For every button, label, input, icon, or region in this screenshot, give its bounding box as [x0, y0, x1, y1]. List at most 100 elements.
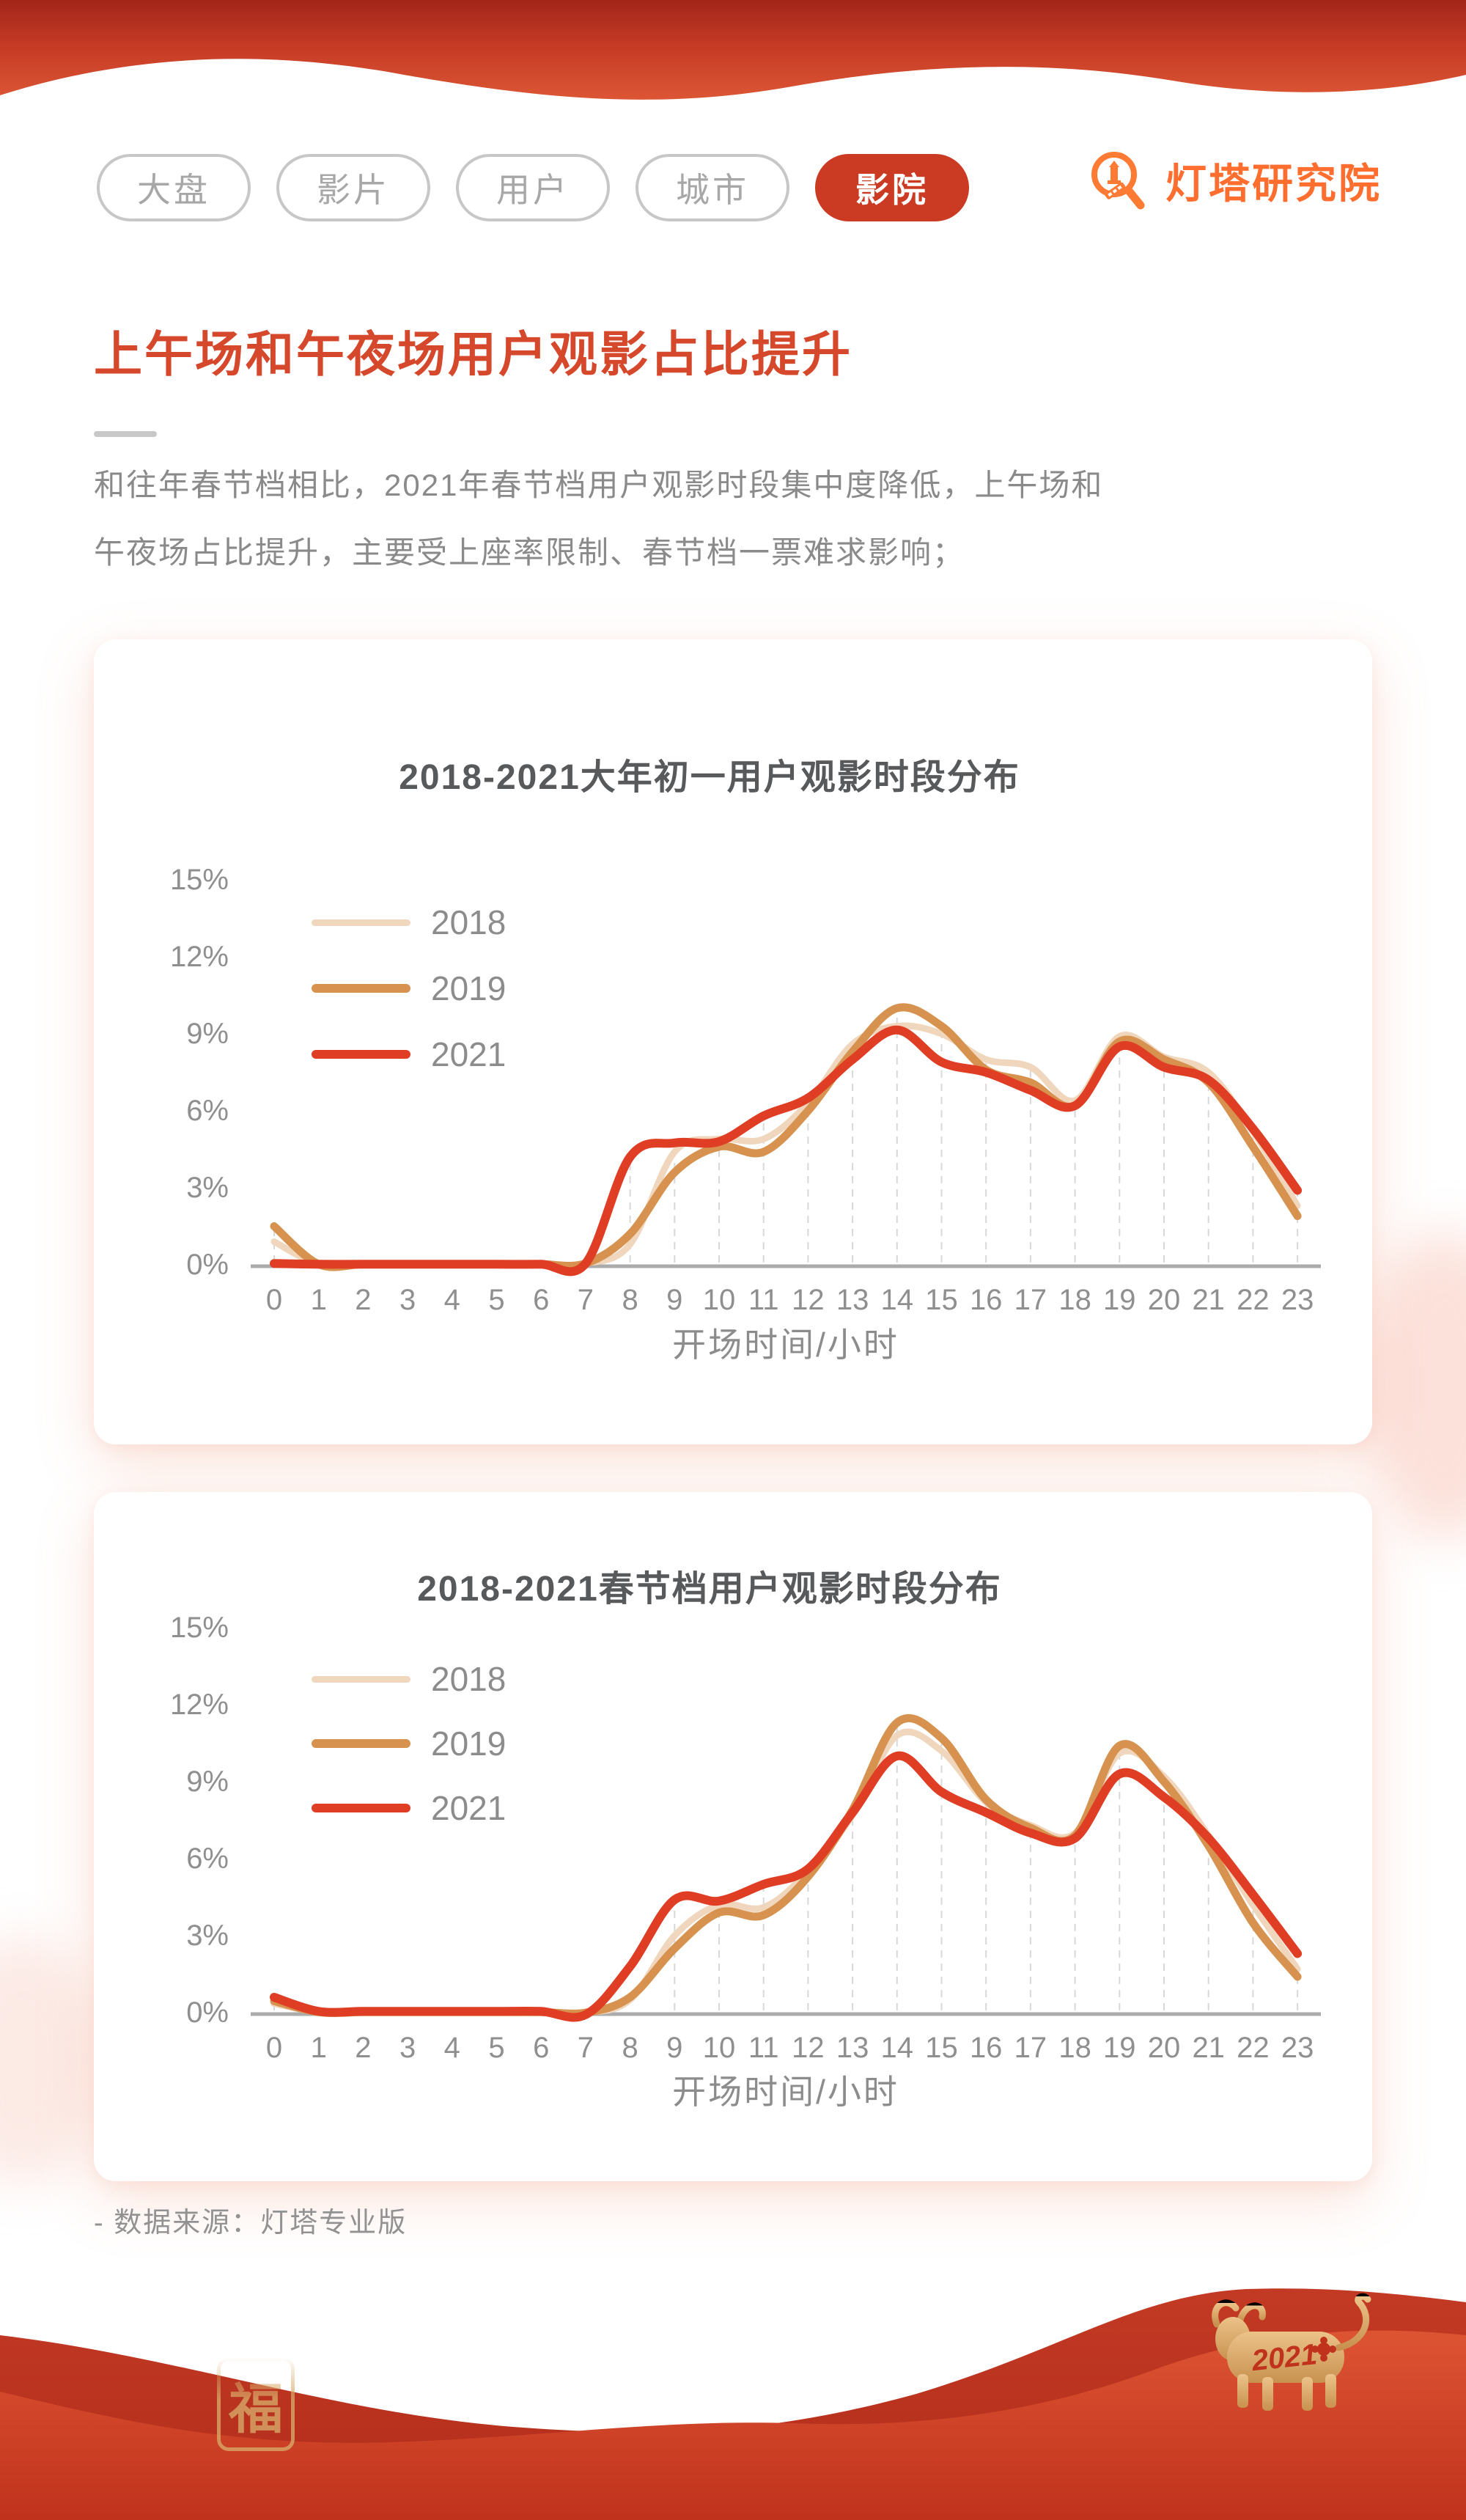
chart1-plot: [251, 1003, 1321, 1276]
legend-item-2021: 2021: [312, 1789, 506, 1827]
legend-swatch-2019: [312, 984, 410, 993]
chart2-x-axis-title: 开场时间/小时: [672, 2073, 899, 2111]
x-tick-label: 18: [1058, 1284, 1091, 1316]
golden-ox-decor: 2021: [1212, 2293, 1371, 2411]
lighthouse-magnifier-icon: [1091, 152, 1145, 210]
legend-item-2018: 2018: [312, 1660, 506, 1698]
title-underline-dash: [94, 431, 157, 437]
x-tick-label: 23: [1281, 1284, 1314, 1316]
legend-item-2019: 2019: [312, 1724, 506, 1763]
description-line-1: 和往年春节档相比，2021年春节档用户观影时段集中度降低，上午场和: [94, 468, 1104, 502]
x-tick-label: 14: [880, 1284, 914, 1316]
x-tick-label: 8: [622, 2032, 638, 2064]
y-tick-label: 12%: [169, 1689, 229, 1721]
fu-seal-decor: 福: [217, 2357, 295, 2451]
y-tick-label: 6%: [186, 1095, 229, 1127]
nav-tab-label: 影片: [317, 171, 390, 209]
x-tick-label: 11: [748, 1284, 779, 1316]
x-tick-label: 12: [792, 2032, 825, 2064]
description-line-2: 午夜场占比提升，主要受上座率限制、春节档一票难求影响；: [94, 535, 965, 570]
brand-name: 灯塔研究院: [1165, 160, 1382, 207]
ox-year-text: 2021: [1250, 2338, 1319, 2377]
brand-logo[interactable]: 灯塔研究院: [1082, 144, 1382, 217]
y-tick-label: 9%: [186, 1766, 229, 1798]
nav-tab-yingpian[interactable]: 影片: [276, 154, 430, 221]
x-tick-label: 22: [1237, 2032, 1270, 2064]
legend-swatch-2019: [312, 1739, 410, 1748]
x-tick-label: 3: [399, 1284, 416, 1316]
series-line-2019: [270, 1714, 1302, 2018]
x-tick-label: 19: [1103, 1284, 1136, 1316]
ox-flower-mark: [1311, 2337, 1336, 2362]
y-tick-label: 12%: [169, 941, 229, 973]
x-tick-label: 5: [488, 1284, 505, 1316]
x-tick-label: 9: [666, 2032, 683, 2064]
top-wave-front: [0, 0, 1466, 100]
x-tick-label: 20: [1147, 1284, 1181, 1316]
x-tick-label: 16: [969, 1284, 1003, 1316]
x-tick-label: 18: [1058, 2032, 1091, 2064]
fu-character: 福: [229, 2378, 283, 2439]
legend-label: 2018: [431, 1660, 507, 1698]
series-line-2018: [270, 1022, 1301, 1270]
data-source-note: - 数据来源：灯塔专业版: [94, 2208, 408, 2238]
x-tick-label: 4: [443, 2032, 460, 2064]
y-tick-label: 15%: [169, 1612, 229, 1644]
top-wave-banner: [0, 0, 1466, 100]
x-tick-label: 17: [1014, 1284, 1047, 1316]
chart2-title: 2018-2021春节档用户观影时段分布: [417, 1570, 1002, 1609]
x-tick-label: 10: [702, 1284, 736, 1316]
x-tick-label: 14: [880, 2032, 914, 2064]
y-tick-label: 0%: [186, 1249, 229, 1281]
x-tick-label: 1: [310, 1284, 327, 1316]
nav-tab-chengshi[interactable]: 城市: [636, 154, 789, 221]
x-tick-label: 13: [836, 2032, 869, 2064]
x-tick-label: 23: [1281, 2032, 1314, 2064]
x-tick-label: 22: [1237, 1284, 1270, 1316]
x-tick-label: 7: [577, 2032, 594, 2064]
legend-item-2019: 2019: [312, 969, 506, 1007]
legend-label: 2019: [431, 969, 507, 1007]
series-line-2019: [270, 1003, 1302, 1271]
x-tick-label: 13: [836, 1284, 869, 1316]
y-tick-label: 9%: [186, 1018, 229, 1050]
x-tick-label: 1: [310, 2032, 327, 2064]
y-tick-label: 0%: [186, 1996, 229, 2029]
nav-tab-dapan[interactable]: 大盘: [97, 154, 251, 221]
legend-swatch-2021: [312, 1050, 410, 1059]
chart-card-springfestival: 2018-2021春节档用户观影时段分布 2018 2019 2021 15% 1…: [94, 1492, 1372, 2181]
x-tick-label: 21: [1192, 2032, 1225, 2064]
x-tick-label: 3: [399, 2032, 416, 2064]
x-tick-label: 9: [666, 1284, 683, 1316]
legend-swatch-2018: [312, 919, 410, 926]
x-tick-label: 11: [748, 2032, 779, 2064]
nav-tab-yonghu[interactable]: 用户: [456, 154, 610, 221]
x-tick-label: 17: [1014, 2032, 1047, 2064]
x-tick-label: 4: [443, 1284, 460, 1316]
x-tick-label: 16: [969, 2032, 1003, 2064]
legend-swatch-2021: [312, 1804, 410, 1812]
legend-item-2021: 2021: [312, 1035, 506, 1073]
nav-tab-label: 城市: [676, 171, 749, 209]
x-tick-label: 12: [792, 1284, 825, 1316]
x-tick-label: 15: [925, 1284, 958, 1316]
nav-tab-label: 影院: [855, 171, 929, 209]
x-tick-label: 10: [702, 2032, 736, 2064]
x-tick-label: 19: [1103, 2032, 1136, 2064]
y-tick-label: 15%: [169, 864, 229, 896]
legend-label: 2021: [431, 1789, 507, 1827]
page-title: 上午场和午夜场用户观影占比提升: [94, 327, 852, 381]
x-tick-label: 5: [488, 2032, 505, 2064]
nav-tab-label: 用户: [496, 171, 570, 209]
legend-label: 2019: [431, 1724, 507, 1763]
legend-label: 2018: [431, 903, 507, 941]
nav-tab-yingyuan[interactable]: 影院: [815, 154, 969, 221]
legend-label: 2021: [431, 1035, 507, 1073]
x-tick-label: 15: [925, 2032, 958, 2064]
x-tick-label: 2: [355, 2032, 372, 2064]
x-tick-label: 8: [622, 1284, 638, 1316]
series-line-2018: [270, 1728, 1301, 2017]
y-tick-label: 6%: [186, 1843, 229, 1875]
x-tick-label: 6: [533, 1284, 550, 1316]
chart1-title: 2018-2021大年初一用户观影时段分布: [399, 758, 1020, 797]
